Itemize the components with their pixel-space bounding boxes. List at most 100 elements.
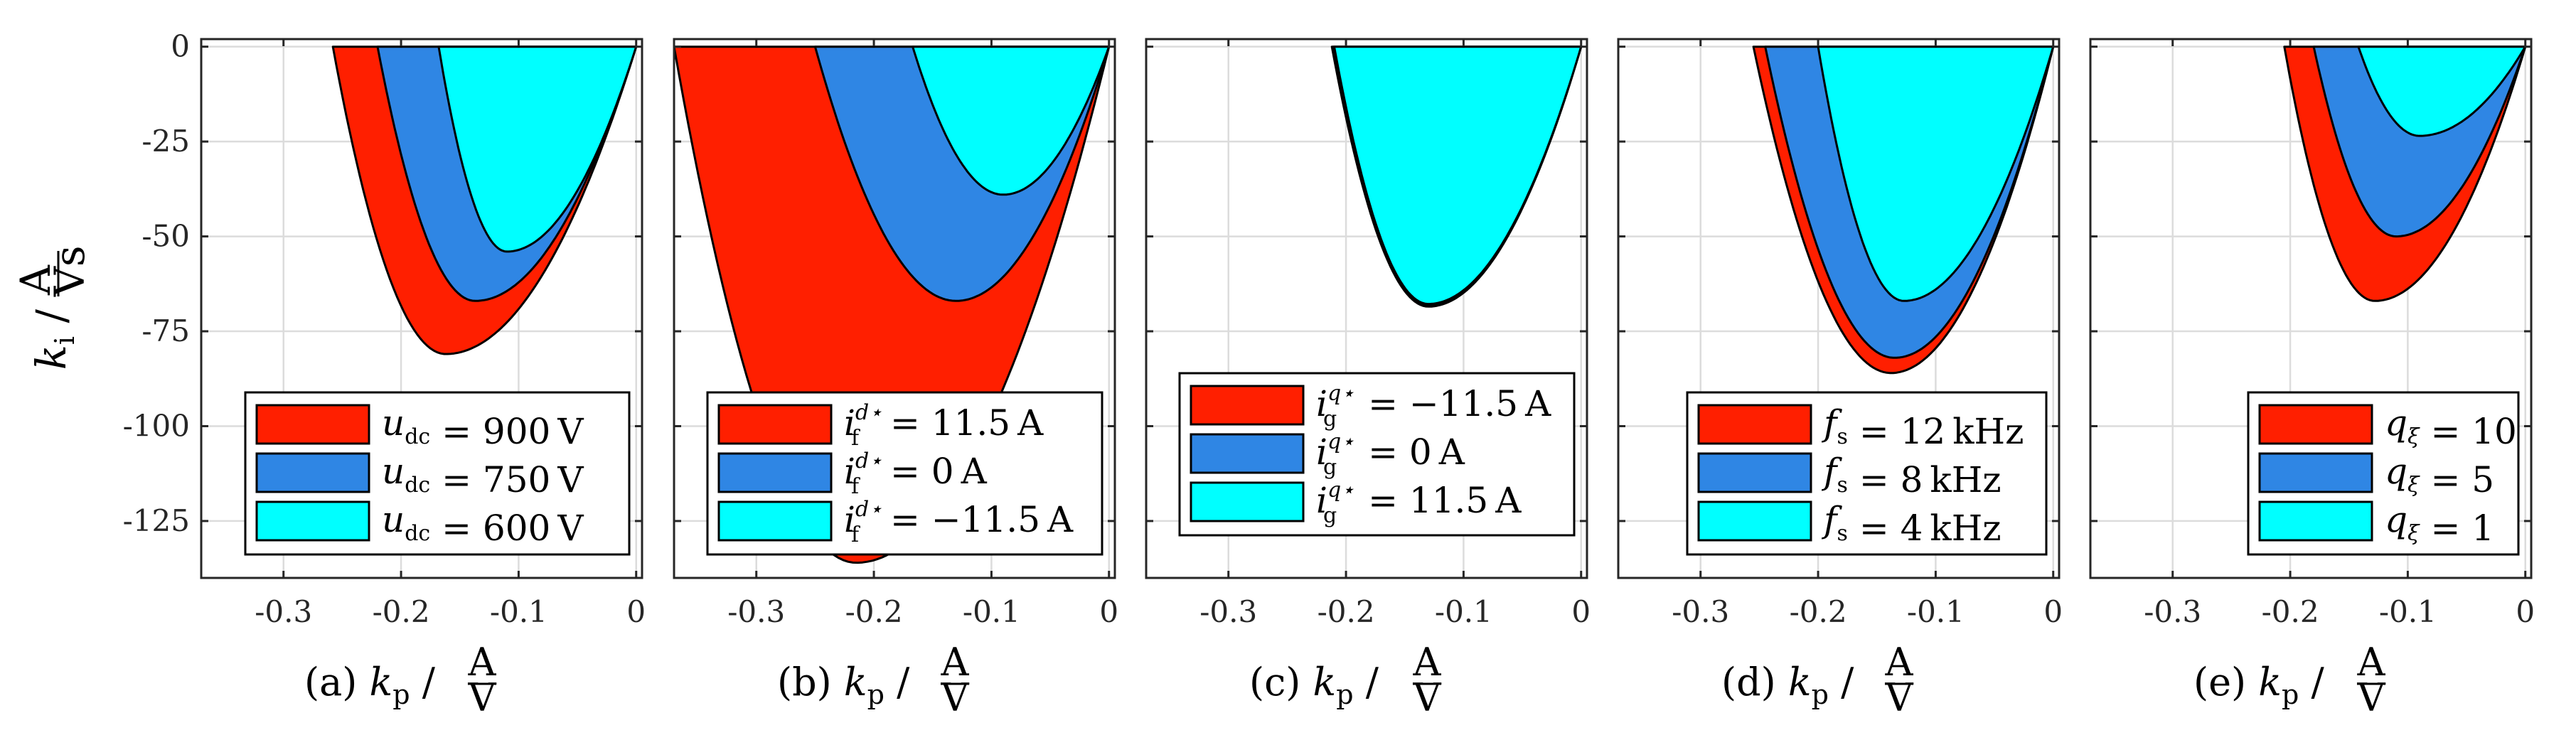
legend-sup: q⋆ (1327, 478, 1354, 503)
legend-unit: V (550, 459, 584, 500)
y-tick-label: 0 (171, 29, 190, 64)
x-tick-label: -0.1 (1907, 594, 1965, 629)
legend-gap (872, 499, 879, 540)
legend-label: udc = 900 V (382, 402, 584, 452)
legend-sub: ξ (2407, 424, 2420, 449)
legend-unit: kHz (1923, 459, 2001, 500)
legend-label: qξ = 10 (2385, 402, 2517, 452)
legend-rel: = (2420, 508, 2472, 549)
y-axis-separator: / (27, 309, 75, 336)
x-axis-subscript: p (2282, 679, 2299, 710)
x-tick-label: 0 (626, 594, 646, 629)
legend-sub: f (851, 522, 860, 547)
legend-rel: = (430, 411, 483, 452)
legend-sub: s (1837, 424, 1848, 449)
x-axis-separator: / (410, 660, 436, 704)
legend-sup: q⋆ (1327, 429, 1354, 454)
x-axis-subscript: p (1336, 679, 1353, 710)
legend-label: id⋆ f = −11.5 A (844, 497, 1074, 547)
legend-label: id⋆ f = 0 A (844, 449, 988, 499)
legend-value: 600 (483, 508, 550, 549)
x-tick-label: 0 (1099, 594, 1118, 629)
x-tick-label: -0.2 (2262, 594, 2319, 629)
legend-rel: = (879, 451, 931, 492)
legend-swatch-blue (717, 452, 833, 493)
x-axis-caption: (b) kp / (777, 660, 910, 710)
x-axis-caption: (c) kp / (1249, 660, 1379, 710)
axes-box (1145, 38, 1588, 579)
y-tick-label: -125 (123, 503, 190, 538)
panel-a: -0.3 -0.2 -0.1 0 0 -25 -50 -75 -100 -125 (a) kp / A… (123, 29, 646, 720)
x-tick-label: -0.3 (2144, 594, 2201, 629)
x-tick-label: -0.1 (2379, 594, 2437, 629)
legend-label: fs = 8 kHz (1821, 451, 2002, 500)
legend-value: 5 (2471, 459, 2494, 500)
legend-var: u (382, 499, 405, 540)
x-axis-symbol-k: k (844, 660, 867, 704)
x-axis-subscript: p (392, 679, 410, 710)
legend-unit: A (1432, 431, 1465, 473)
x-axis-symbol-k: k (1788, 660, 1812, 704)
legend-sub: s (1837, 473, 1848, 498)
legend-swatch-cyan (717, 500, 833, 542)
x-axis-label: (d) kp / AV (1721, 640, 1914, 720)
x-axis-unit-den: V (468, 675, 497, 720)
region-cyan (2357, 45, 2527, 137)
legend-unit: V (550, 411, 584, 452)
y-tick-label: -50 (141, 219, 190, 254)
legend-value: −11.5 (1409, 383, 1518, 424)
x-tick-label: -0.2 (1318, 594, 1375, 629)
legend-sub: g (1323, 503, 1337, 528)
legend-label: iq⋆ g = 11.5 A (1316, 478, 1522, 528)
legend-swatch-cyan (255, 500, 370, 542)
panel-tag: (e) (2193, 660, 2258, 704)
legend-rel: = (1848, 411, 1901, 452)
x-axis-caption: (d) kp / (1721, 660, 1854, 710)
legend-sub: g (1323, 455, 1337, 480)
legend-value: 900 (483, 411, 550, 452)
legend-label: iq⋆ g = 0 A (1316, 429, 1465, 480)
legend-gap (872, 451, 879, 492)
legend-rel: = (430, 459, 483, 500)
x-tick-label: -0.3 (255, 594, 312, 629)
y-tick-label: -100 (123, 408, 190, 443)
legend-swatch-cyan (2258, 500, 2373, 542)
x-tick-label: -0.1 (963, 594, 1020, 629)
legend-gap (1350, 431, 1357, 473)
region-cyan (1817, 45, 2055, 302)
x-tick-label: -0.3 (1672, 594, 1729, 629)
panel-tag: (d) (1721, 660, 1788, 704)
x-axis-label: (e) kp / AV (2193, 640, 2386, 720)
x-axis-separator: / (1354, 660, 1379, 704)
legend-var: q (2385, 451, 2407, 492)
legend-rel: = (2420, 411, 2472, 452)
region-cyan (912, 45, 1111, 196)
panels: -0.3 -0.2 -0.1 00-25-50-75-100-125(a) kp / A… (123, 29, 2535, 720)
legend-unit: kHz (1923, 508, 2001, 549)
legend-value: 0 (931, 451, 954, 492)
x-axis-subscript: p (867, 679, 885, 710)
legend-sup: q⋆ (1327, 381, 1354, 406)
legend-sup: d⋆ (855, 449, 882, 473)
legend-var: i (844, 499, 855, 540)
legend-var: i (1316, 431, 1327, 473)
x-axis-separator: / (2299, 660, 2324, 704)
y-tick-label: -75 (141, 313, 190, 348)
panel-tag: (c) (1249, 660, 1313, 704)
legend-label: qξ = 5 (2385, 451, 2494, 500)
legend-sub: dc (405, 473, 430, 498)
axes-box (2089, 38, 2533, 579)
legend: iq⋆ g = −11.5 Aiq⋆ g = 0 Aiq⋆ g = 11.5 A (1178, 372, 1576, 537)
legend-unit: A (1518, 383, 1551, 424)
panel-tag: (a) (304, 660, 370, 704)
legend-var: i (844, 451, 855, 492)
legend-var: q (2385, 499, 2407, 540)
legend-var: q (2385, 402, 2407, 444)
x-tick-label: 0 (2043, 594, 2063, 629)
legend-swatch-red (2258, 404, 2373, 445)
